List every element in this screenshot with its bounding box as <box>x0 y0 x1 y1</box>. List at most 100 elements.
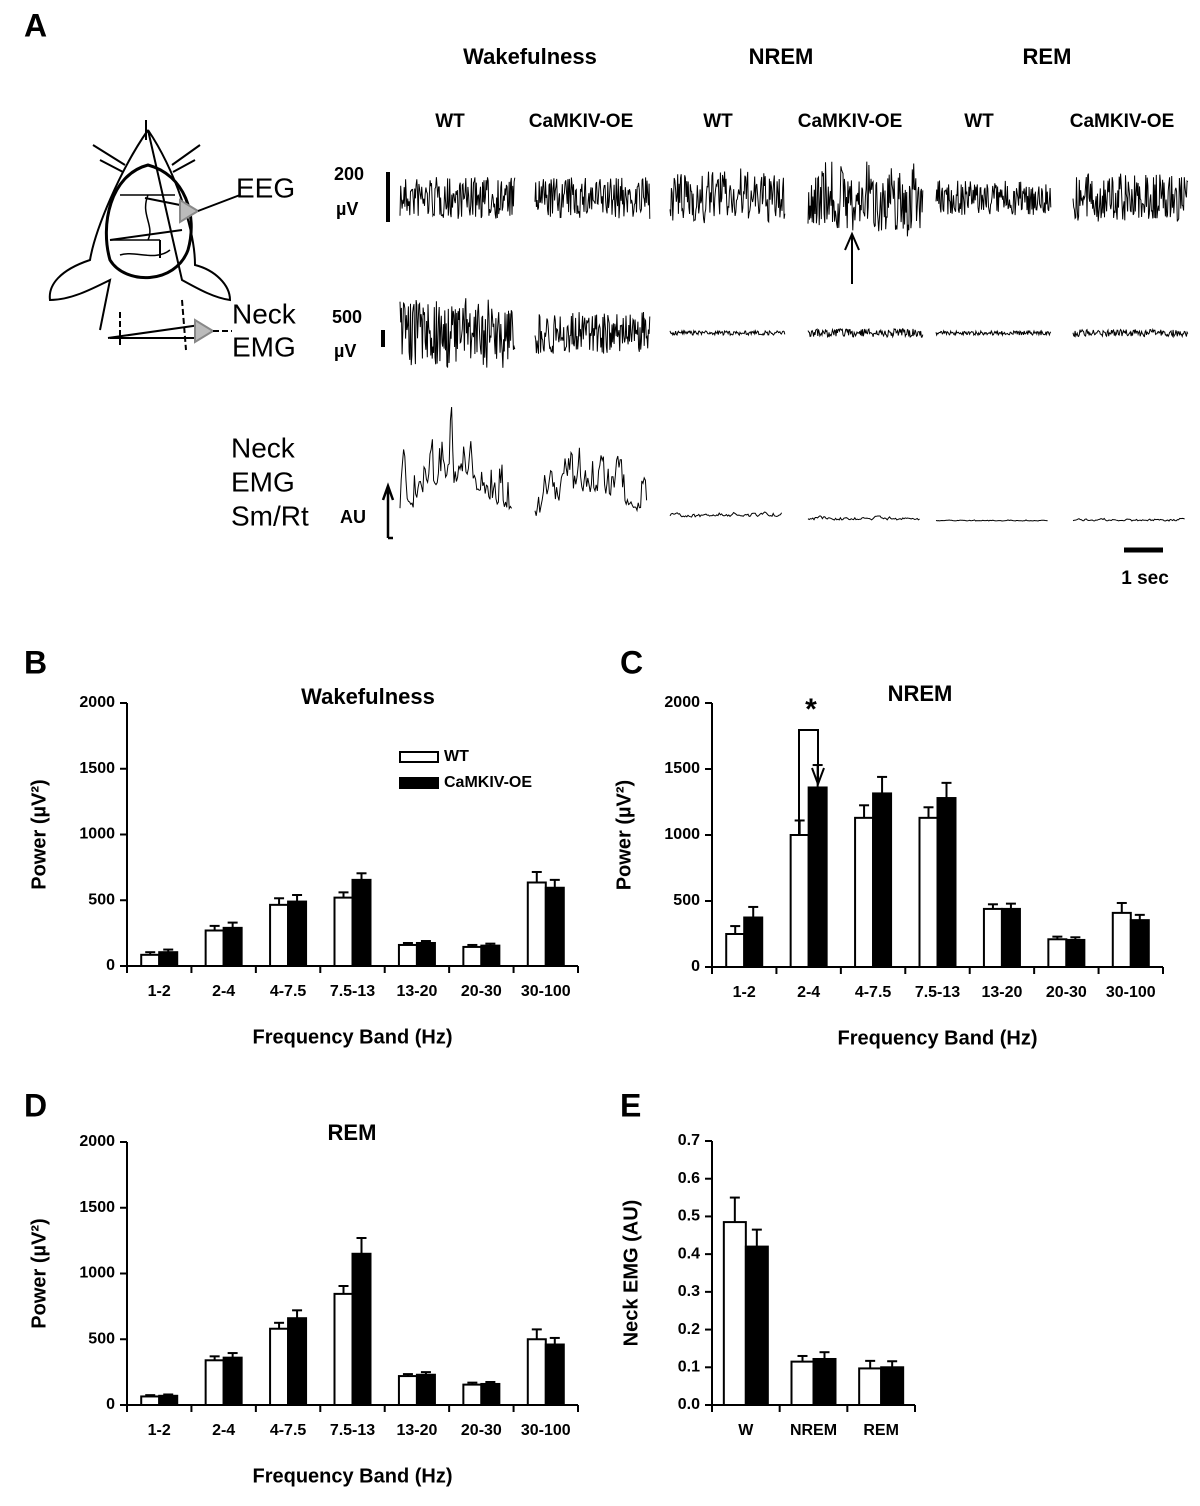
bar <box>397 1375 418 1406</box>
scale-label: 1 sec <box>1121 568 1169 589</box>
x-tick-label: 13-20 <box>981 984 1022 1001</box>
bar <box>872 792 893 968</box>
x-tick-label: REM <box>863 1422 899 1439</box>
bar <box>287 1317 308 1406</box>
x-tick-label: 20-30 <box>461 1422 502 1439</box>
group-label: WT <box>964 111 994 132</box>
trace <box>935 180 1052 216</box>
bar <box>725 933 746 968</box>
legend-label: WT <box>444 748 469 765</box>
y-axis-label: Power (µV²) <box>28 779 50 889</box>
x-tick-label: 13-20 <box>396 1422 437 1439</box>
chart-title: REM <box>328 1120 377 1145</box>
bar <box>790 1360 815 1406</box>
x-tick-label: 30-100 <box>521 983 571 1000</box>
y-tick-label: 1000 <box>79 826 115 843</box>
bar <box>480 1382 501 1406</box>
charts: B Wakefulness 0 500 1000 1500 2000 1-2 2-4 4-7.5 7… <box>24 644 1164 1487</box>
trace <box>534 447 648 516</box>
trace <box>1072 517 1185 522</box>
x-tick-label: 7.5-13 <box>330 983 375 1000</box>
trace <box>669 511 783 518</box>
x-axis-label: Frequency Band (Hz) <box>837 1027 1037 1049</box>
bar <box>526 1338 547 1406</box>
bar <box>222 1356 243 1407</box>
bar <box>1111 911 1132 969</box>
bar <box>858 1367 883 1406</box>
x-tick-label: 30-100 <box>521 1422 571 1439</box>
trace <box>807 161 924 237</box>
bar <box>204 1359 225 1407</box>
scale-label: µV <box>336 199 358 219</box>
x-tick-label: 4-7.5 <box>270 983 307 1000</box>
trace <box>399 177 516 219</box>
x-tick-label: 30-100 <box>1106 984 1156 1001</box>
x-tick-label: 1-2 <box>148 983 171 1000</box>
x-tick-label: 7.5-13 <box>915 984 960 1001</box>
bar <box>158 951 179 968</box>
bar <box>1000 907 1021 968</box>
x-tick-label: 7.5-13 <box>330 1422 375 1439</box>
y-tick-label: 2000 <box>79 1133 115 1150</box>
bar <box>526 881 547 967</box>
bar <box>351 878 372 967</box>
row-label: EEG <box>236 172 295 203</box>
trace <box>1072 173 1189 222</box>
x-axis-label: Frequency Band (Hz) <box>252 1026 452 1048</box>
x-tick-label: W <box>738 1422 754 1439</box>
bar <box>269 1327 290 1406</box>
y-tick-label: 500 <box>88 1330 115 1347</box>
x-tick-label: 2-4 <box>212 1422 235 1439</box>
bar <box>140 953 161 968</box>
bar <box>722 1221 747 1406</box>
legend-swatch <box>399 751 439 763</box>
trace <box>669 329 786 337</box>
bar <box>544 886 565 968</box>
y-axis-label: Neck EMG (AU) <box>620 1200 642 1347</box>
scale-bar <box>381 482 395 540</box>
bar <box>287 900 308 967</box>
scale-label: AU <box>340 507 366 527</box>
group-label: CaMKIV-OE <box>529 111 634 132</box>
y-axis-label: Power (µV²) <box>613 780 635 890</box>
y-tick-label: 500 <box>673 892 700 909</box>
group-label: CaMKIV-OE <box>798 111 903 132</box>
y-tick-label: 1000 <box>79 1265 115 1282</box>
panel-a: A Wakefulness NREM REM WT CaMKIV-OE WT C… <box>24 7 1189 589</box>
bar <box>462 1383 483 1407</box>
bar <box>351 1252 372 1407</box>
row-label: Neck <box>232 298 297 329</box>
y-tick-label: 0.3 <box>678 1283 700 1300</box>
bar <box>415 941 436 967</box>
bar <box>744 1245 769 1406</box>
x-tick-label: 1-2 <box>733 984 756 1001</box>
y-tick-label: 500 <box>88 891 115 908</box>
legend-swatch <box>399 777 439 789</box>
trace <box>669 168 786 224</box>
bar <box>462 945 483 967</box>
bar <box>880 1366 905 1407</box>
bar <box>807 786 828 968</box>
trace <box>534 311 651 354</box>
y-tick-label: 2000 <box>79 694 115 711</box>
y-tick-label: 0.6 <box>678 1170 700 1187</box>
bar <box>333 1292 354 1406</box>
bar <box>982 907 1003 968</box>
chart-title: NREM <box>888 681 953 706</box>
y-tick-label: 0.5 <box>678 1208 700 1225</box>
group-label: WT <box>435 111 465 132</box>
state-label: REM <box>1023 44 1072 69</box>
y-axis-label: Power (µV²) <box>28 1218 50 1328</box>
trace <box>935 519 1048 522</box>
y-tick-label: 1500 <box>79 1199 115 1216</box>
bar <box>544 1343 565 1407</box>
bar <box>936 797 957 968</box>
scale-label: 200 <box>334 164 364 184</box>
x-tick-label: 20-30 <box>1046 984 1087 1001</box>
bar <box>918 816 939 969</box>
y-tick-label: 0.0 <box>678 1396 700 1413</box>
row-label: Neck <box>231 432 296 463</box>
panel-label: D <box>24 1087 47 1123</box>
scale-label: 500 <box>332 307 362 327</box>
